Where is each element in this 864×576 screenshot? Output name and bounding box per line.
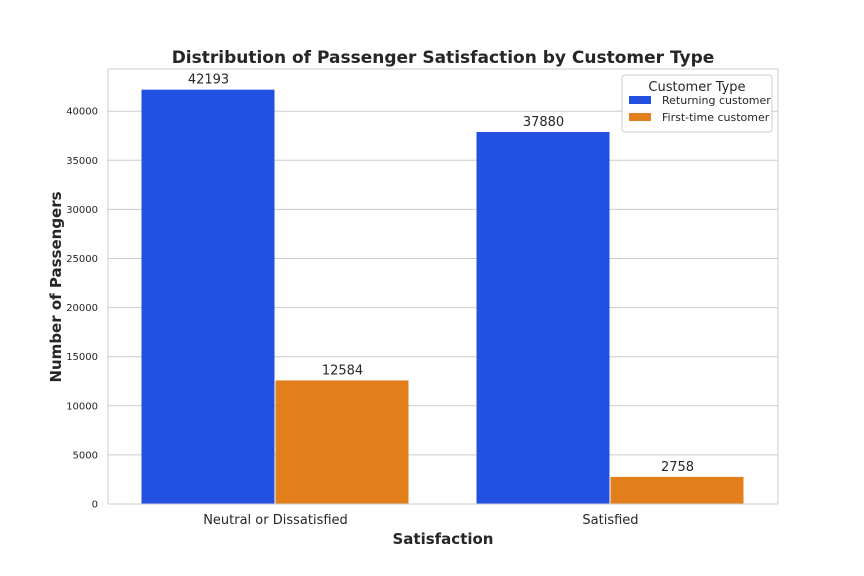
legend-swatch (629, 113, 651, 121)
y-axis-label: Number of Passengers (47, 191, 65, 382)
bar (141, 89, 275, 505)
y-tick-label: 10000 (66, 401, 98, 412)
bar-value-labels: 42193 12584 37880 2758 (188, 73, 694, 475)
x-axis-ticks: Neutral or Dissatisfied Satisfied (203, 513, 638, 528)
bar (275, 380, 409, 504)
legend: Customer Type Returning customer First-ti… (621, 74, 773, 133)
bar-value-label: 37880 (523, 115, 564, 130)
bar (476, 132, 610, 504)
legend-swatch (629, 96, 651, 104)
bar-value-label: 2758 (661, 460, 694, 475)
y-tick-label: 15000 (66, 352, 98, 363)
x-tick-label: Neutral or Dissatisfied (203, 513, 348, 528)
y-tick-label: 20000 (66, 303, 98, 314)
y-tick-label: 0 (92, 500, 98, 511)
y-tick-label: 40000 (66, 107, 98, 118)
x-tick-label: Satisfied (582, 513, 638, 528)
y-tick-label: 5000 (73, 450, 98, 461)
bar-value-label: 42193 (188, 73, 229, 88)
bar-value-label: 12584 (322, 363, 363, 378)
legend-entry: Returning customer (662, 94, 771, 107)
x-axis-label: Satisfaction (392, 530, 493, 548)
y-tick-label: 35000 (66, 156, 98, 167)
legend-title: Customer Type (648, 80, 745, 95)
legend-box (621, 74, 773, 133)
bars (141, 89, 744, 505)
y-tick-label: 30000 (66, 205, 98, 216)
legend-entry: First-time customer (662, 111, 770, 124)
bar (610, 476, 744, 504)
y-tick-label: 25000 (66, 254, 98, 265)
y-axis-ticks: 0 5000 10000 15000 20000 25000 30000 35000 40000 (66, 107, 98, 511)
plot-area-frame (107, 68, 779, 505)
chart-title: Distribution of Passenger Satisfaction b… (172, 48, 715, 68)
